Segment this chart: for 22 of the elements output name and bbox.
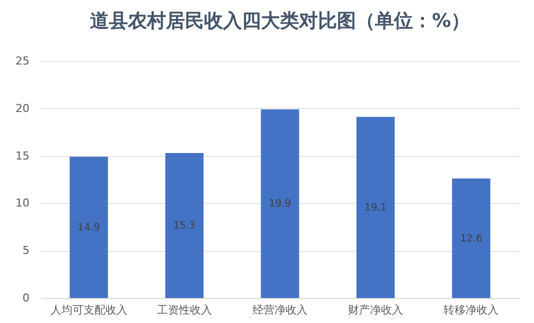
x-tick-label: 转移净收入 bbox=[444, 304, 499, 316]
bar bbox=[165, 152, 204, 298]
y-tick-label: 15 bbox=[16, 149, 30, 162]
bar bbox=[70, 156, 108, 298]
y-tick-label: 20 bbox=[16, 102, 30, 115]
data-label: 12.6 bbox=[460, 233, 482, 244]
y-tick-label: 10 bbox=[16, 196, 30, 210]
bar bbox=[356, 116, 395, 298]
data-label: 14.9 bbox=[78, 222, 100, 234]
y-tick-label: 0 bbox=[22, 292, 30, 304]
data-label: 15.3 bbox=[173, 220, 196, 232]
x-tick-label: 工资性收入 bbox=[156, 304, 212, 316]
x-tick-label: 经营净收入 bbox=[252, 304, 308, 316]
y-tick-label: 25 bbox=[16, 54, 30, 68]
chart-title: 道县农村居民收入四大类对比图（单位：%） bbox=[90, 10, 470, 32]
x-tick-label: 财产净收入 bbox=[348, 304, 404, 316]
data-label: 19.1 bbox=[364, 202, 387, 214]
bar bbox=[260, 109, 300, 298]
y-tick-label: 5 bbox=[22, 244, 30, 258]
x-tick-label: 人均可支配收入 bbox=[50, 304, 128, 316]
bar bbox=[452, 178, 490, 298]
data-label: 19.9 bbox=[268, 198, 292, 210]
